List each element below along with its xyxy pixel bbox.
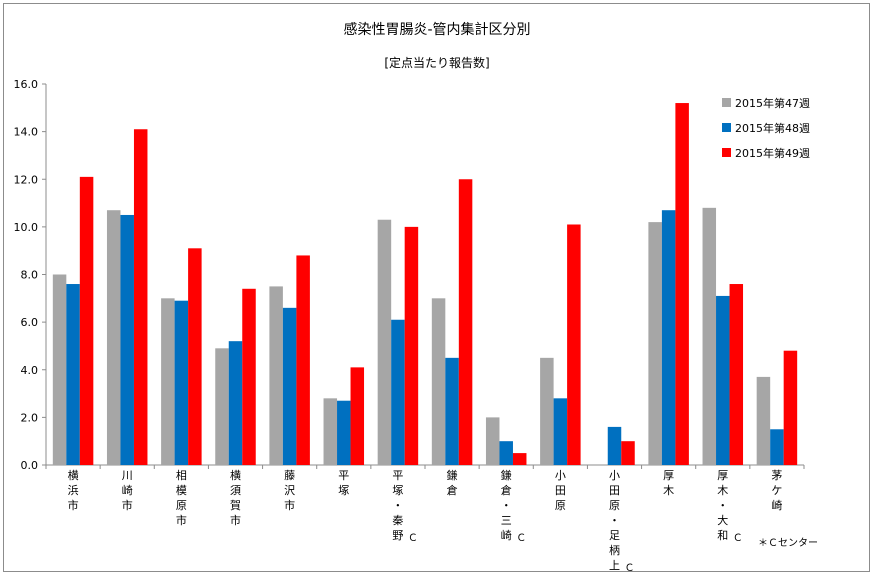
bar-2-11: [607, 426, 622, 465]
legend: 2015年第47週 2015年第48週 2015年第49週: [722, 96, 810, 160]
chart-title: 感染性胃腸炎-管内集計区分別: [343, 21, 530, 38]
bar-3-11: [621, 441, 635, 465]
legend-label-2: 2015年第48週: [735, 121, 810, 135]
y-tick-label: 16.0: [14, 78, 39, 91]
bar-2-2: [120, 214, 134, 465]
bar-2-7: [391, 319, 405, 465]
bar-1-3: [161, 298, 175, 465]
bar-2-12: [661, 210, 676, 465]
category-label: 平塚・秦野: [392, 469, 403, 542]
bar-3-14: [783, 350, 798, 465]
category-labels: 横浜市 川崎市 相模原市 横須賀市 藤沢市 平塚 平塚・秦野 Ｃ 鎌倉 鎌倉・三崎 Ｃ 小田原 小田原・…: [68, 468, 783, 574]
category-label: 横浜市: [68, 468, 79, 512]
y-tick-label: 6.0: [21, 316, 39, 329]
y-tick-label: 0.0: [21, 459, 39, 472]
category-label: 藤沢市: [284, 469, 295, 512]
category-label: 厚木・大和: [717, 469, 728, 542]
bar-2-4: [228, 341, 243, 465]
y-tick-label: 4.0: [21, 364, 39, 377]
bar-3-13: [729, 284, 744, 465]
bar-3-9: [512, 453, 527, 465]
bar-1-2: [106, 210, 121, 465]
legend-swatch-3: [722, 148, 731, 157]
bar-3-3: [188, 248, 202, 465]
y-tick-label: 12.0: [14, 173, 39, 186]
category-label: 茅ケ崎: [771, 469, 782, 512]
category-label: 平塚: [338, 469, 349, 497]
bar-1-12: [648, 222, 662, 465]
bars-layer: [52, 103, 798, 466]
category-label: 鎌倉: [447, 468, 458, 497]
footnote: ＊Ｃセンター: [758, 537, 818, 549]
category-label: 鎌倉・三崎: [501, 468, 512, 542]
bar-1-8: [431, 298, 446, 465]
bar-2-8: [445, 357, 459, 465]
bar-3-5: [296, 255, 310, 465]
bar-2-14: [770, 429, 784, 465]
bar-3-8: [458, 179, 473, 465]
bar-2-9: [499, 441, 513, 465]
bar-1-1: [52, 274, 67, 465]
category-label: 横須賀市: [230, 468, 241, 527]
bar-1-10: [540, 357, 554, 465]
category-label: 川崎市: [122, 469, 133, 512]
y-tick-label: 14.0: [14, 126, 39, 139]
bar-2-1: [66, 284, 80, 465]
bar-3-10: [567, 224, 581, 465]
chart-subtitle: [定点当たり報告数]: [384, 55, 489, 70]
bar-3-2: [133, 129, 148, 465]
category-label: 小田原・足柄上: [609, 469, 620, 572]
bar-2-6: [337, 400, 351, 465]
y-tick-label: 10.0: [14, 221, 39, 234]
bar-2-3: [174, 300, 189, 465]
bar-1-7: [377, 219, 392, 465]
legend-label-3: 2015年第49週: [735, 146, 810, 160]
bar-1-9: [485, 417, 500, 465]
category-label: 厚木: [663, 469, 674, 497]
bar-2-5: [282, 307, 297, 465]
legend-swatch-1: [722, 98, 731, 107]
legend-label-1: 2015年第47週: [735, 96, 810, 110]
bar-2-13: [716, 295, 730, 465]
bar-3-7: [404, 226, 419, 465]
bar-2-10: [553, 398, 568, 465]
chart-frame: [3, 3, 870, 572]
category-label: 相模原市: [176, 469, 187, 527]
bar-3-1: [79, 176, 94, 465]
y-tick-label: 8.0: [21, 269, 39, 282]
category-label-suffix: Ｃ: [408, 533, 418, 544]
bar-3-12: [675, 103, 689, 466]
bar-1-4: [215, 348, 229, 465]
category-label-suffix: Ｃ: [516, 533, 526, 544]
bar-3-6: [350, 367, 365, 465]
bar-1-13: [702, 207, 717, 465]
category-label-suffix: Ｃ: [733, 533, 743, 544]
category-label-suffix: Ｃ: [625, 563, 635, 574]
category-label: 小田原: [555, 469, 566, 512]
bar-3-4: [242, 288, 256, 465]
bar-1-5: [269, 286, 283, 465]
bar-1-6: [323, 398, 338, 465]
y-tick-label: 2.0: [21, 411, 39, 424]
bar-1-14: [756, 376, 771, 465]
legend-swatch-2: [722, 123, 731, 132]
